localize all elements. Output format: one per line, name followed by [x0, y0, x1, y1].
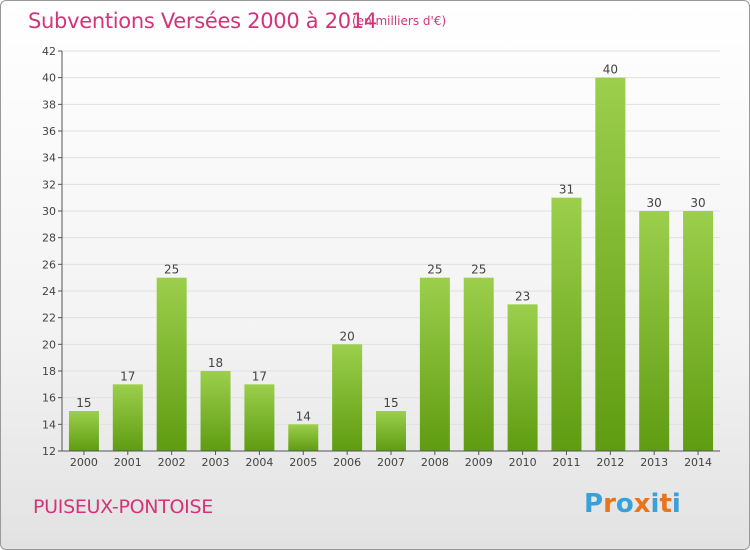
bar-2009 [463, 277, 494, 451]
data-label: 15 [383, 396, 398, 410]
x-tick-label: 2001 [114, 456, 142, 469]
y-tick-label: 40 [42, 72, 56, 85]
logo-letter: t [659, 489, 672, 519]
y-tick-label: 20 [42, 338, 56, 351]
labels: 12 14 16 18 20 22 24 26 28 30 32 34 36 38 40 42 2000 15 20… [42, 45, 712, 469]
x-tick-label: 2011 [552, 456, 580, 469]
x-tick-label: 2009 [465, 456, 493, 469]
unit-note: (en milliers d'€) [352, 14, 447, 28]
data-label: 25 [471, 263, 486, 277]
bar-2001 [112, 384, 143, 451]
bar-2004 [244, 384, 275, 451]
y-tick-label: 42 [42, 45, 56, 58]
commune-name: PUISEUX-PONTOISE [33, 496, 213, 518]
bar-2008 [419, 277, 450, 451]
x-tick-label: 2004 [245, 456, 273, 469]
x-tick-label: 2002 [158, 456, 186, 469]
bar-2000 [68, 411, 99, 451]
data-label: 23 [515, 289, 530, 303]
x-tick-label: 2008 [421, 456, 449, 469]
logo-letter: x [633, 489, 651, 519]
bar-2002 [156, 277, 187, 451]
logo-letter: r [603, 489, 616, 519]
bar-2012 [595, 77, 626, 452]
x-tick-label: 2006 [333, 456, 361, 469]
bar-2003 [200, 371, 231, 451]
bar-2014 [683, 211, 714, 451]
y-tick-label: 30 [42, 205, 56, 218]
x-tick-label: 2010 [509, 456, 537, 469]
y-tick-label: 32 [42, 178, 56, 191]
x-tick-label: 2007 [377, 456, 405, 469]
y-tick-label: 12 [42, 445, 56, 458]
data-label: 17 [252, 369, 267, 383]
x-tick-label: 2013 [640, 456, 668, 469]
axes [58, 50, 720, 455]
data-label: 25 [164, 263, 179, 277]
data-label: 15 [76, 396, 91, 410]
y-tick-label: 14 [42, 418, 56, 431]
logo-letter: P [584, 489, 604, 519]
y-tick-label: 36 [42, 125, 56, 138]
x-tick-label: 2014 [684, 456, 712, 469]
data-label: 30 [647, 196, 662, 210]
data-label: 14 [296, 409, 311, 423]
y-tick-label: 18 [42, 365, 56, 378]
bar-2013 [639, 211, 670, 451]
data-label: 25 [427, 263, 442, 277]
x-tick-label: 2005 [289, 456, 317, 469]
logo-letter: o [615, 489, 634, 519]
proxiti-logo[interactable]: Proxiti [584, 489, 681, 519]
data-label: 18 [208, 356, 223, 370]
y-tick-label: 28 [42, 232, 56, 245]
data-label: 30 [690, 196, 705, 210]
bar-2011 [551, 197, 582, 451]
x-tick-label: 2012 [596, 456, 624, 469]
y-tick-label: 34 [42, 152, 56, 165]
bar-2005 [288, 424, 319, 451]
x-tick-label: 2000 [70, 456, 98, 469]
y-tick-label: 24 [42, 285, 56, 298]
bar-2007 [376, 411, 406, 451]
y-tick-label: 22 [42, 312, 56, 325]
y-tick-label: 16 [42, 392, 56, 405]
bar-2006 [332, 344, 363, 451]
x-tick-label: 2003 [202, 456, 230, 469]
chart-title: Subventions Versées 2000 à 2014 [28, 9, 377, 33]
data-label: 31 [559, 183, 574, 197]
bar-2010 [507, 304, 538, 451]
logo-letter: i [671, 489, 681, 519]
data-label: 40 [603, 63, 618, 77]
bars [68, 77, 714, 452]
y-tick-label: 38 [42, 98, 56, 111]
data-label: 17 [120, 369, 135, 383]
logo-letter: i [650, 489, 660, 519]
data-label: 20 [339, 329, 354, 343]
y-tick-label: 26 [42, 258, 56, 271]
